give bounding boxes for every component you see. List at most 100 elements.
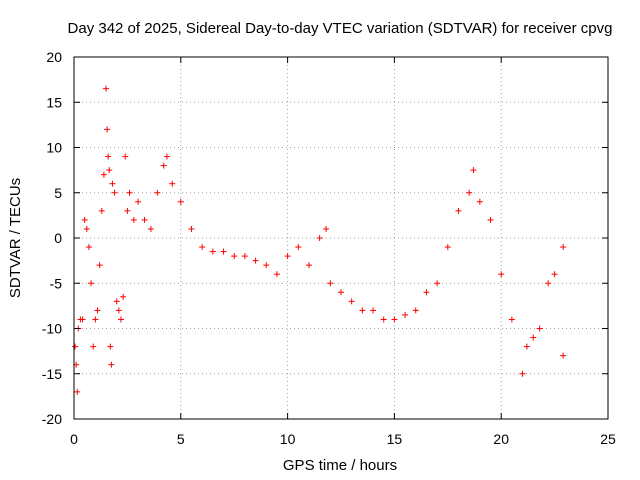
data-point [98, 207, 105, 214]
data-point [305, 262, 312, 269]
data-point [455, 207, 462, 214]
y-tick-label: -10 [42, 321, 62, 337]
data-point [115, 307, 122, 314]
data-point [209, 248, 216, 255]
data-point [412, 307, 419, 314]
y-tick-label: -15 [42, 366, 62, 382]
data-point [120, 293, 127, 300]
data-point [94, 307, 101, 314]
data-point [560, 244, 567, 251]
data-point [476, 198, 483, 205]
data-point [551, 271, 558, 278]
data-point [444, 244, 451, 251]
data-points [72, 85, 567, 395]
data-point [327, 280, 334, 287]
data-point [423, 289, 430, 296]
data-point [380, 316, 387, 323]
y-tick-label: 0 [54, 230, 62, 246]
data-point [108, 361, 115, 368]
y-tick-label: 20 [46, 49, 62, 65]
data-point [109, 180, 116, 187]
data-point [85, 244, 92, 251]
data-point [273, 271, 280, 278]
data-point [105, 153, 112, 160]
data-point [188, 225, 195, 232]
y-tick-label: -5 [50, 275, 63, 291]
x-tick-label: 15 [387, 431, 403, 447]
x-tick-label: 25 [600, 431, 616, 447]
y-tick-label: -20 [42, 411, 62, 427]
x-tick-label: 10 [280, 431, 296, 447]
y-tick-label: 10 [46, 140, 62, 156]
x-tick-label: 0 [70, 431, 78, 447]
data-point [530, 334, 537, 341]
data-point [96, 262, 103, 269]
data-point [487, 216, 494, 223]
data-point [545, 280, 552, 287]
data-point [74, 388, 81, 395]
data-point [90, 343, 97, 350]
data-point [135, 198, 142, 205]
data-point [106, 167, 113, 174]
data-point [241, 253, 248, 260]
data-point [177, 198, 184, 205]
data-point [107, 343, 114, 350]
data-point [536, 325, 543, 332]
axis-ticks: 0 5 10 15 20 25 -20 -15 -10 -5 0 5 10 15 20 [42, 49, 616, 447]
data-point [100, 171, 107, 178]
data-point [72, 343, 79, 350]
chart-title: Day 342 of 2025, Sidereal Day-to-day VTE… [68, 20, 613, 37]
data-point [88, 280, 95, 287]
data-point [81, 216, 88, 223]
data-point [83, 225, 90, 232]
data-point [130, 216, 137, 223]
data-point [338, 289, 344, 296]
data-point [316, 235, 323, 241]
data-point [163, 153, 170, 160]
data-point [92, 316, 99, 323]
data-point [466, 189, 473, 196]
y-tick-label: 15 [46, 94, 62, 110]
data-point [470, 167, 477, 174]
y-tick-label: 5 [54, 185, 62, 201]
data-point [391, 316, 398, 323]
data-point [141, 216, 148, 223]
data-point [434, 280, 441, 287]
data-point [508, 316, 515, 323]
data-point [199, 244, 206, 251]
data-point [154, 189, 161, 196]
data-point [122, 153, 129, 160]
data-point [295, 244, 302, 251]
data-point [359, 307, 366, 314]
data-point [263, 262, 270, 269]
data-point [117, 316, 124, 323]
x-tick-label: 20 [493, 431, 509, 447]
data-point [323, 225, 330, 232]
data-point [126, 189, 133, 196]
data-point [160, 162, 167, 169]
x-axis-title: GPS time / hours [283, 457, 397, 474]
data-point [113, 298, 120, 305]
data-point [124, 207, 131, 214]
data-point [103, 85, 110, 92]
data-point [104, 126, 111, 133]
data-point [523, 343, 530, 350]
data-point [111, 189, 118, 196]
data-point [519, 370, 526, 377]
data-point [169, 180, 176, 187]
grid [74, 57, 608, 419]
data-point [348, 298, 355, 305]
data-point [231, 253, 238, 260]
data-point [252, 257, 259, 264]
data-point [560, 352, 567, 359]
data-point [498, 271, 505, 278]
data-point [284, 253, 291, 260]
data-point [79, 316, 86, 323]
x-tick-label: 5 [177, 431, 185, 447]
y-axis-title: SDTVAR / TECUs [7, 178, 24, 298]
data-point [147, 225, 154, 232]
data-point [402, 311, 409, 318]
data-point [370, 307, 377, 314]
data-point [220, 248, 227, 255]
